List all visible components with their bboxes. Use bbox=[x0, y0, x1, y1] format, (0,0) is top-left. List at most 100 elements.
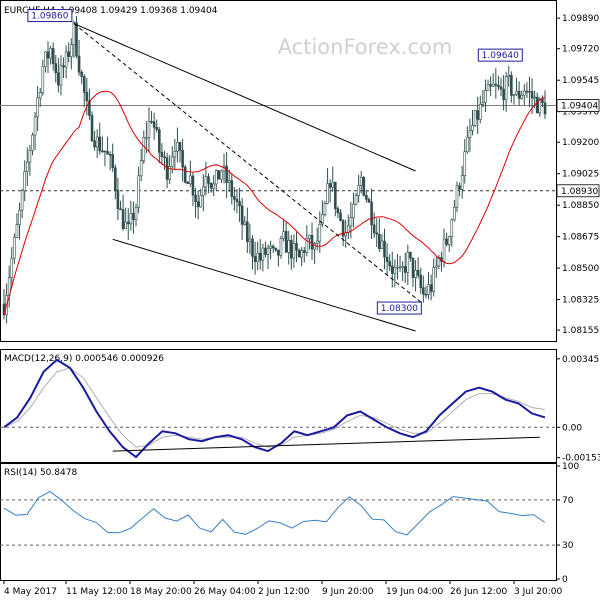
candle-body bbox=[246, 221, 249, 242]
candle-body bbox=[370, 201, 373, 226]
rsi-tick-label: 70 bbox=[562, 496, 574, 506]
annotation-box bbox=[376, 301, 422, 315]
candle-body bbox=[352, 203, 355, 218]
candle-body bbox=[497, 84, 500, 88]
candle-body bbox=[445, 238, 448, 245]
macd-line bbox=[3, 358, 546, 459]
candle-body bbox=[256, 252, 259, 262]
trendline-2 bbox=[73, 23, 424, 305]
x-tick-label: 26 Jun 12:00 bbox=[450, 587, 507, 597]
annotation-box bbox=[27, 9, 73, 23]
candle-body bbox=[101, 150, 104, 153]
candle-body bbox=[484, 90, 487, 103]
candle-body bbox=[209, 183, 213, 189]
candle-body bbox=[51, 48, 55, 64]
candle-body bbox=[168, 166, 171, 180]
candle-body bbox=[49, 48, 52, 59]
candle-body bbox=[261, 247, 265, 261]
candle-body bbox=[72, 22, 76, 45]
rsi-series bbox=[0, 490, 556, 546]
candle-body bbox=[106, 151, 109, 155]
candle-body bbox=[88, 100, 91, 116]
candle-body bbox=[18, 209, 21, 225]
candle-body bbox=[147, 121, 151, 138]
candle-body bbox=[38, 92, 42, 99]
candle-body bbox=[181, 150, 184, 168]
candle-body bbox=[189, 175, 192, 184]
candle-body bbox=[292, 242, 296, 259]
candle-body bbox=[507, 74, 511, 78]
candle-body bbox=[80, 71, 83, 77]
candle-body bbox=[305, 238, 309, 253]
candle-body bbox=[494, 83, 498, 86]
candle-body bbox=[334, 181, 337, 209]
candle-body bbox=[132, 213, 135, 220]
macd-title: MACD(12,26,9) 0.000546 0.000926 bbox=[4, 354, 164, 364]
watermark: ActionForex.com bbox=[278, 35, 453, 59]
candle-body bbox=[473, 110, 477, 126]
candle-body bbox=[466, 137, 469, 153]
candle-body bbox=[308, 235, 311, 239]
candle-body bbox=[178, 141, 182, 151]
candle-body bbox=[31, 134, 34, 151]
candle-body bbox=[499, 86, 503, 90]
candle-body bbox=[155, 127, 159, 130]
candle-body bbox=[512, 94, 516, 96]
candle-body bbox=[103, 150, 107, 153]
candle-body bbox=[284, 231, 288, 253]
candle-body bbox=[442, 238, 446, 262]
candle-body bbox=[15, 224, 19, 238]
candle-body bbox=[331, 181, 335, 188]
candle-body bbox=[372, 224, 376, 234]
rsi-tick-label: 100 bbox=[562, 462, 579, 472]
candle-body bbox=[543, 102, 547, 115]
candle-body bbox=[13, 236, 16, 259]
price-tick-label: 1.09720 bbox=[562, 45, 599, 55]
candle-body bbox=[504, 76, 508, 101]
candle-body bbox=[28, 150, 32, 163]
candle-body bbox=[126, 221, 130, 225]
candle-body bbox=[121, 209, 125, 229]
candle-body bbox=[419, 274, 423, 289]
candle-body bbox=[77, 55, 81, 73]
candle-body bbox=[401, 266, 404, 268]
candle-body bbox=[528, 90, 531, 93]
candle-body bbox=[238, 201, 241, 207]
candle-body bbox=[145, 137, 148, 139]
price-tick-label: 1.08675 bbox=[562, 233, 599, 243]
annotation-label: 1.08300 bbox=[381, 304, 418, 314]
hline-price-label-box bbox=[556, 184, 600, 198]
candle-body bbox=[225, 165, 228, 183]
candle-body bbox=[217, 170, 221, 180]
candle-body bbox=[349, 217, 353, 227]
hline-price-label-box bbox=[556, 99, 600, 112]
candle-body bbox=[10, 257, 14, 279]
x-tick-label: 2 Jun 12:00 bbox=[258, 587, 310, 597]
candle-body bbox=[251, 238, 254, 257]
candle-body bbox=[44, 51, 47, 67]
price-tick-label: 1.08500 bbox=[562, 264, 599, 274]
candle-body bbox=[116, 189, 120, 210]
candle-body bbox=[383, 240, 386, 258]
candle-body bbox=[124, 221, 127, 229]
candle-body bbox=[406, 251, 410, 273]
candle-body bbox=[139, 160, 143, 177]
x-tick-label: 3 Jul 20:00 bbox=[514, 587, 563, 597]
candle-body bbox=[282, 231, 285, 239]
candle-body bbox=[279, 238, 283, 256]
candle-body bbox=[486, 84, 490, 91]
annotation-label: 1.09640 bbox=[482, 51, 519, 61]
hline-price-label: 1.09404 bbox=[561, 102, 598, 112]
candle-body bbox=[20, 190, 24, 211]
candle-body bbox=[59, 65, 63, 86]
candle-body bbox=[541, 98, 544, 103]
candle-body bbox=[119, 208, 122, 211]
candle-body bbox=[142, 137, 146, 161]
candle-body bbox=[390, 265, 394, 274]
candle-body bbox=[302, 250, 306, 253]
x-tick-label: 18 May 20:00 bbox=[130, 587, 192, 597]
candle-body bbox=[266, 247, 270, 255]
price-tick-label: 1.09025 bbox=[562, 170, 599, 180]
